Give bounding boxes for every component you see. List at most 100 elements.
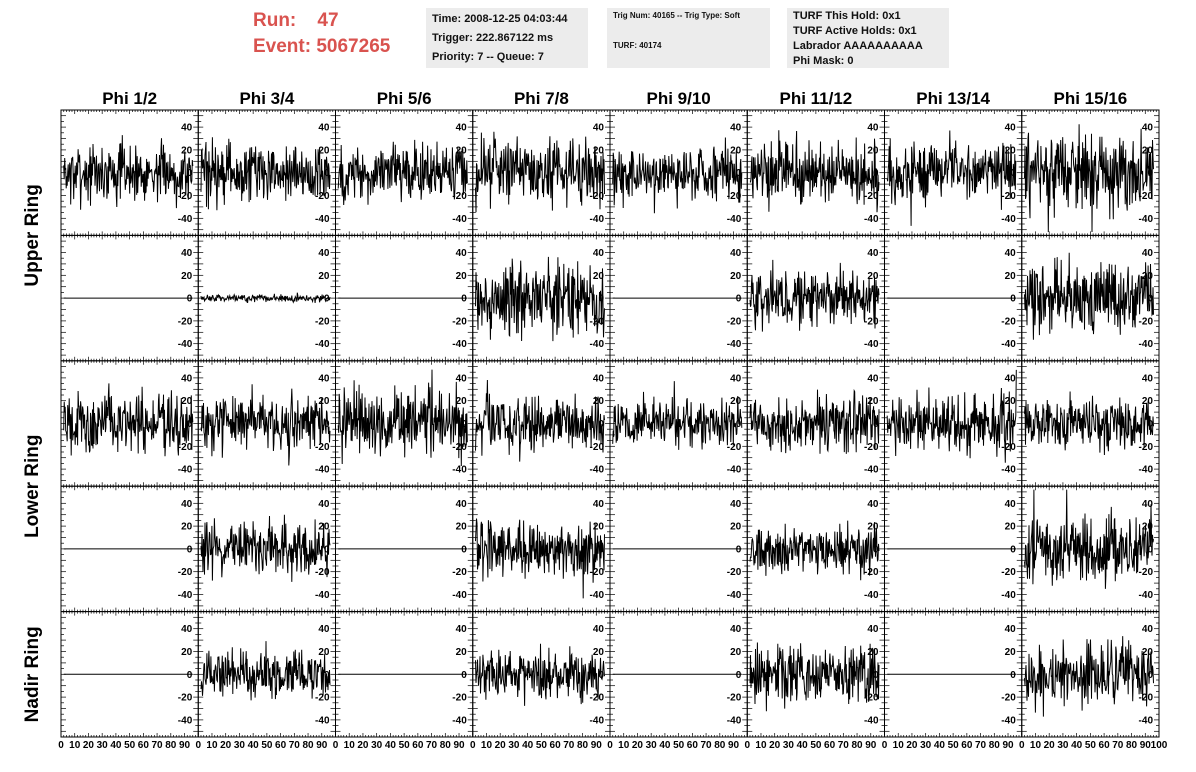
y-tick-label: -40 bbox=[864, 590, 879, 601]
y-tick-label: -20 bbox=[864, 567, 879, 578]
run-label: Run: bbox=[253, 10, 297, 31]
y-tick-label: 0 bbox=[461, 544, 467, 555]
y-tick-label: -20 bbox=[727, 316, 742, 327]
y-tick-label: 20 bbox=[318, 271, 330, 282]
y-tick-label: 20 bbox=[1005, 271, 1017, 282]
waveform-trace bbox=[337, 369, 468, 467]
y-tick-label: -20 bbox=[178, 567, 193, 578]
y-tick-label: -40 bbox=[1139, 590, 1154, 601]
y-tick-label: 20 bbox=[593, 522, 605, 533]
y-tick-label: 0 bbox=[736, 294, 742, 305]
panel-r2-c1: -40 -20 0 20 40 bbox=[60, 234, 199, 362]
y-tick-label: 20 bbox=[867, 522, 879, 533]
y-tick-label: -40 bbox=[1001, 465, 1016, 476]
y-tick-label: -20 bbox=[452, 191, 467, 202]
y-tick-label: 0 bbox=[873, 419, 879, 430]
waveform-trace bbox=[749, 388, 880, 454]
y-tick-label: -20 bbox=[315, 442, 330, 453]
y-tick-label: 40 bbox=[181, 248, 193, 259]
event-label: Event: bbox=[253, 36, 312, 57]
y-tick-label: -20 bbox=[1001, 191, 1016, 202]
y-tick-label: 20 bbox=[867, 396, 879, 407]
y-tick-label: 0 bbox=[598, 294, 604, 305]
panel-r2-c3: -40 -20 0 20 40 bbox=[335, 234, 474, 362]
panel-r3-c6: -40 -20 0 20 40 bbox=[746, 360, 885, 487]
y-tick-label: 40 bbox=[456, 373, 468, 384]
phi-title-7: Phi 13/14 bbox=[916, 89, 990, 108]
waveform-trace bbox=[475, 131, 605, 213]
y-tick-label: 40 bbox=[867, 499, 879, 510]
y-tick-label: -20 bbox=[1139, 191, 1154, 202]
y-tick-label: -20 bbox=[727, 442, 742, 453]
turf-line: TURF: 40174 bbox=[613, 41, 662, 50]
phi-mask-line: Phi Mask: 0 bbox=[793, 55, 854, 67]
y-tick-label: 20 bbox=[730, 271, 742, 282]
phi-title-2: Phi 3/4 bbox=[239, 89, 294, 108]
y-tick-label: -40 bbox=[1001, 214, 1016, 225]
y-tick-label: -40 bbox=[727, 465, 742, 476]
y-tick-label: 40 bbox=[1005, 499, 1017, 510]
time-line: Time: 2008-12-25 04:03:44 bbox=[432, 13, 568, 25]
y-tick-label: 40 bbox=[1142, 248, 1154, 259]
y-tick-label: -40 bbox=[315, 214, 330, 225]
y-tick-label: -20 bbox=[315, 191, 330, 202]
y-tick-label: -40 bbox=[727, 339, 742, 350]
y-tick-label: 20 bbox=[593, 271, 605, 282]
y-tick-label: -20 bbox=[1139, 442, 1154, 453]
y-tick-label: 40 bbox=[318, 248, 330, 259]
y-tick-label: 0 bbox=[1147, 544, 1153, 555]
waveform-trace bbox=[200, 292, 331, 304]
y-tick-label: 40 bbox=[867, 373, 879, 384]
y-tick-label: 40 bbox=[593, 499, 605, 510]
y-tick-label: 40 bbox=[867, 248, 879, 259]
y-tick-label: -20 bbox=[590, 567, 605, 578]
y-tick-label: 20 bbox=[456, 271, 468, 282]
y-tick-label: -20 bbox=[727, 567, 742, 578]
phi-title-1: Phi 1/2 bbox=[102, 89, 157, 108]
y-tick-label: -20 bbox=[452, 567, 467, 578]
y-tick-label: 40 bbox=[1005, 248, 1017, 259]
y-tick-label: -20 bbox=[178, 316, 193, 327]
y-tick-label: 20 bbox=[1005, 522, 1017, 533]
waveform-trace bbox=[475, 256, 605, 342]
turf-info-box: TURF This Hold: 0x1 TURF Active Holds: 0… bbox=[787, 8, 949, 68]
y-tick-label: 40 bbox=[1142, 499, 1154, 510]
y-tick-label: 40 bbox=[730, 123, 742, 134]
y-tick-label: 20 bbox=[181, 396, 193, 407]
trig-num-line: Trig Num: 40165 -- Trig Type: Soft bbox=[613, 11, 740, 20]
y-tick-label: -20 bbox=[1001, 316, 1016, 327]
waveform-trace bbox=[612, 137, 743, 214]
y-tick-label: -40 bbox=[590, 465, 605, 476]
y-tick-label: 20 bbox=[1142, 522, 1154, 533]
y-tick-label: 40 bbox=[730, 248, 742, 259]
y-tick-label: 0 bbox=[736, 168, 742, 179]
y-tick-label: 0 bbox=[1010, 294, 1016, 305]
waveform-trace bbox=[749, 520, 880, 581]
y-tick-label: -20 bbox=[452, 442, 467, 453]
y-tick-label: 40 bbox=[593, 123, 605, 134]
panel-r4-c5: -40 -20 0 20 40 bbox=[609, 485, 748, 613]
waveform-trace bbox=[1024, 489, 1154, 589]
y-tick-label: 20 bbox=[181, 271, 193, 282]
panel-r4-c8: -40 -20 0 20 40 bbox=[1021, 485, 1160, 613]
y-tick-label: -40 bbox=[452, 214, 467, 225]
phi-title-5: Phi 9/10 bbox=[646, 89, 710, 108]
run-row: Run: 47 bbox=[253, 8, 390, 34]
y-tick-label: 0 bbox=[598, 419, 604, 430]
y-tick-label: 20 bbox=[318, 145, 330, 156]
y-tick-label: -20 bbox=[864, 442, 879, 453]
y-tick-label: -40 bbox=[452, 465, 467, 476]
waveform-trace bbox=[886, 130, 1017, 226]
trigger-info-box: Trig Num: 40165 -- Trig Type: Soft TURF:… bbox=[607, 8, 770, 68]
y-tick-label: 40 bbox=[593, 373, 605, 384]
waveform-trace bbox=[200, 514, 331, 582]
y-tick-label: 40 bbox=[730, 373, 742, 384]
y-tick-label: 40 bbox=[1005, 373, 1017, 384]
y-tick-label: -40 bbox=[178, 465, 193, 476]
event-row: Event: 5067265 bbox=[253, 34, 390, 60]
